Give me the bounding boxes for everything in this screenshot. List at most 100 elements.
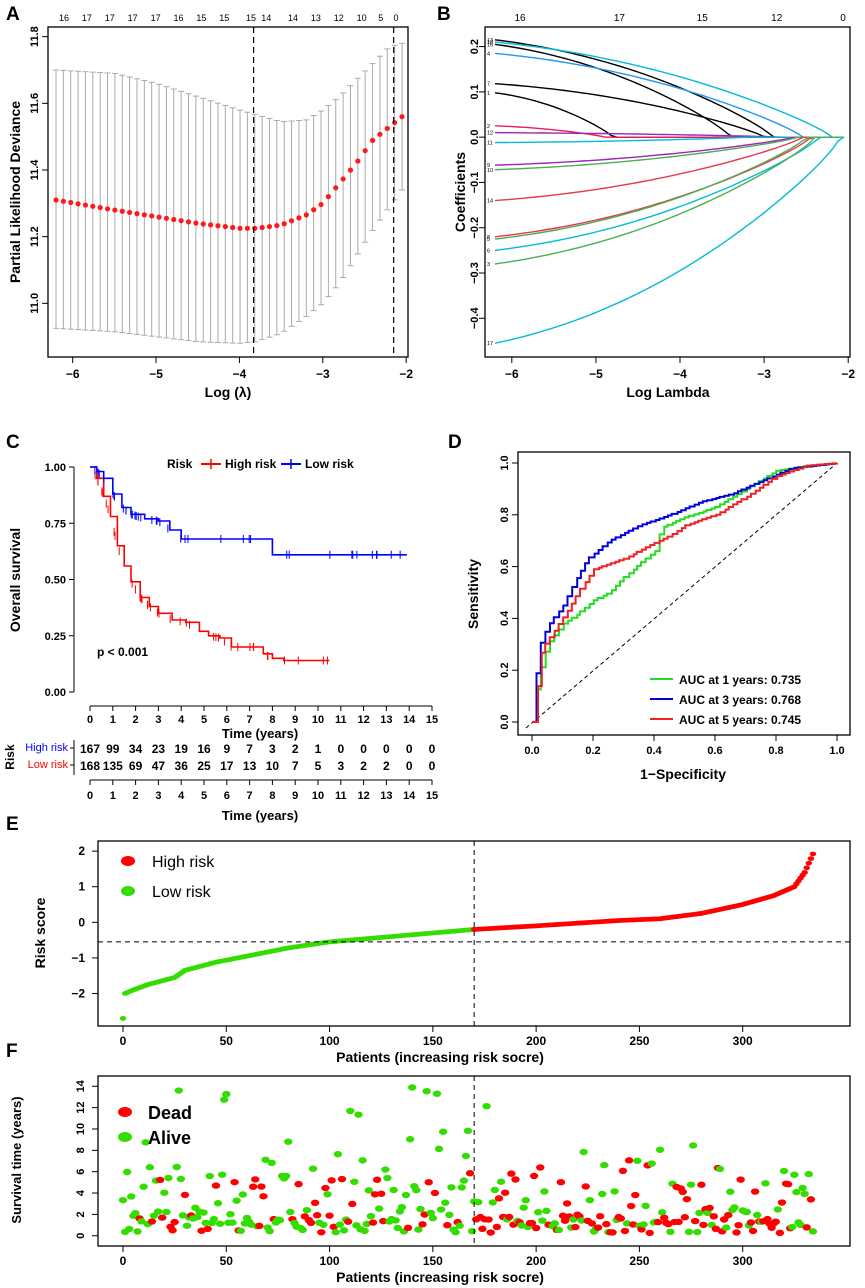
x-tick-label: 6 bbox=[224, 790, 230, 802]
dead-point bbox=[626, 1202, 636, 1210]
dead-point bbox=[697, 1181, 706, 1188]
dead-point bbox=[418, 1221, 427, 1228]
top-count-label: 14 bbox=[288, 13, 298, 23]
dead-point bbox=[674, 1218, 683, 1226]
coefficient-path bbox=[494, 52, 844, 138]
panel-b-yticks: −0.4 −0.3 −0.2 −0.1 0.0 0.1 0.2 bbox=[469, 39, 485, 329]
panel-b-xticks: −6 −5 −4 −3 −2 bbox=[505, 357, 855, 381]
y-tick-label: 1.0 bbox=[499, 455, 511, 470]
alive-point bbox=[447, 1184, 456, 1191]
alive-point bbox=[139, 1183, 148, 1190]
alive-point bbox=[496, 1178, 506, 1185]
top-count-label: 17 bbox=[82, 13, 92, 23]
x-tick-label: 0.8 bbox=[768, 745, 783, 757]
top-count-label: 12 bbox=[334, 13, 344, 23]
deviance-point bbox=[288, 218, 295, 224]
top-count-label: 12 bbox=[771, 13, 783, 24]
top-count-label: 17 bbox=[151, 13, 161, 23]
alive-point bbox=[407, 1084, 417, 1091]
panel-f-plot: 0 50 100 150 200 250 300 0 2 4 6 8 10 12 14 Dead Aliv… bbox=[9, 1075, 851, 1285]
dead-point bbox=[507, 1170, 516, 1177]
top-count-label: 16 bbox=[59, 13, 69, 23]
panel-d-xlabel: 1−Specificity bbox=[640, 766, 726, 782]
risk-table-cell: 0 bbox=[337, 742, 344, 756]
top-count-label: 0 bbox=[840, 13, 846, 24]
dead-point bbox=[494, 1195, 504, 1202]
coefficient-index-label: 4 bbox=[487, 51, 490, 57]
coefficient-index-label: 2 bbox=[487, 124, 490, 130]
alive-point bbox=[451, 1228, 460, 1236]
alive-point bbox=[162, 1208, 171, 1216]
y-tick-label: 11.6 bbox=[29, 93, 41, 114]
panel-d-xticks: 0.0 0.2 0.4 0.6 0.8 1.0 bbox=[524, 735, 845, 757]
panel-d-yticks: 0.0 0.2 0.4 0.6 0.8 1.0 bbox=[499, 455, 518, 730]
top-count-label: 15 bbox=[219, 13, 229, 23]
alive-point bbox=[438, 1128, 448, 1135]
x-tick-label: 5 bbox=[201, 790, 207, 802]
x-tick-label: 14 bbox=[403, 790, 416, 802]
x-tick-label: 300 bbox=[733, 1254, 753, 1268]
alive-point bbox=[265, 1227, 274, 1235]
panel-c-legend-title: Risk bbox=[167, 457, 193, 471]
alive-point bbox=[686, 1181, 696, 1188]
alive-point bbox=[261, 1156, 270, 1163]
alive-point bbox=[577, 1217, 586, 1224]
deviance-point bbox=[104, 206, 111, 212]
x-tick-label: 3 bbox=[155, 790, 161, 802]
y-tick-label: −1 bbox=[71, 951, 85, 965]
deviance-point bbox=[60, 198, 66, 204]
top-count-label: 16 bbox=[173, 13, 183, 23]
x-tick-label: −3 bbox=[757, 367, 771, 381]
alive-point bbox=[721, 1224, 731, 1231]
panel-c-xlabel: Time (years) bbox=[222, 726, 298, 741]
alive-point bbox=[788, 1223, 797, 1231]
panel-f-legend-dead: Dead bbox=[148, 1103, 192, 1123]
alive-point bbox=[436, 1206, 446, 1213]
roc-curve bbox=[532, 462, 838, 723]
alive-point bbox=[773, 1206, 783, 1213]
alive-point bbox=[693, 1228, 702, 1236]
deviance-point bbox=[325, 194, 331, 200]
coefficient-index-label: 6 bbox=[487, 248, 490, 254]
alive-point bbox=[534, 1209, 543, 1216]
x-tick-label: 15 bbox=[426, 790, 438, 802]
x-tick-label: 0 bbox=[120, 1034, 127, 1048]
risk-table-cell: 36 bbox=[175, 759, 189, 773]
coefficient-index-label: 17 bbox=[487, 341, 493, 347]
diagonal-reference bbox=[525, 462, 838, 729]
risk-table-cell: 168 bbox=[80, 759, 100, 773]
deviance-point bbox=[377, 131, 383, 137]
coefficient-index-label: 18 bbox=[487, 40, 493, 46]
alive-point bbox=[488, 1199, 497, 1206]
panel-e-legend-high: High risk bbox=[152, 854, 215, 871]
deviance-point bbox=[200, 221, 206, 227]
alive-point bbox=[703, 1209, 712, 1217]
alive-point bbox=[655, 1146, 665, 1153]
panel-label-b: B bbox=[437, 4, 451, 25]
panel-e-xticks: 0 50 100 150 200 250 300 bbox=[120, 1026, 753, 1048]
x-tick-label: 7 bbox=[247, 790, 253, 802]
panel-f-xlabel: Patients (increasing risk socre) bbox=[336, 1269, 544, 1285]
alive-point bbox=[459, 1177, 469, 1184]
dead-point bbox=[180, 1191, 190, 1199]
alive-point bbox=[354, 1111, 363, 1118]
coefficient-index-label: 9 bbox=[487, 163, 490, 169]
x-tick-label: 12 bbox=[357, 790, 369, 802]
deviance-point bbox=[392, 119, 398, 126]
x-tick-label: 3 bbox=[155, 714, 161, 726]
dead-point bbox=[325, 1212, 334, 1219]
alive-point bbox=[298, 1226, 307, 1234]
alive-point bbox=[364, 1187, 374, 1194]
panel-e-points bbox=[119, 851, 817, 1021]
dead-point bbox=[783, 1181, 793, 1188]
y-tick-label: 0 bbox=[75, 1233, 87, 1239]
alive-point bbox=[236, 1227, 245, 1235]
alive-point bbox=[695, 1209, 704, 1217]
risk-table-cell: 16 bbox=[197, 742, 211, 756]
x-tick-label: 50 bbox=[220, 1034, 234, 1048]
panel-c-pvalue: p < 0.001 bbox=[97, 645, 148, 659]
x-tick-label: 0 bbox=[120, 1254, 127, 1268]
risk-table-cell: 3 bbox=[269, 742, 276, 756]
alive-point bbox=[461, 1152, 471, 1160]
